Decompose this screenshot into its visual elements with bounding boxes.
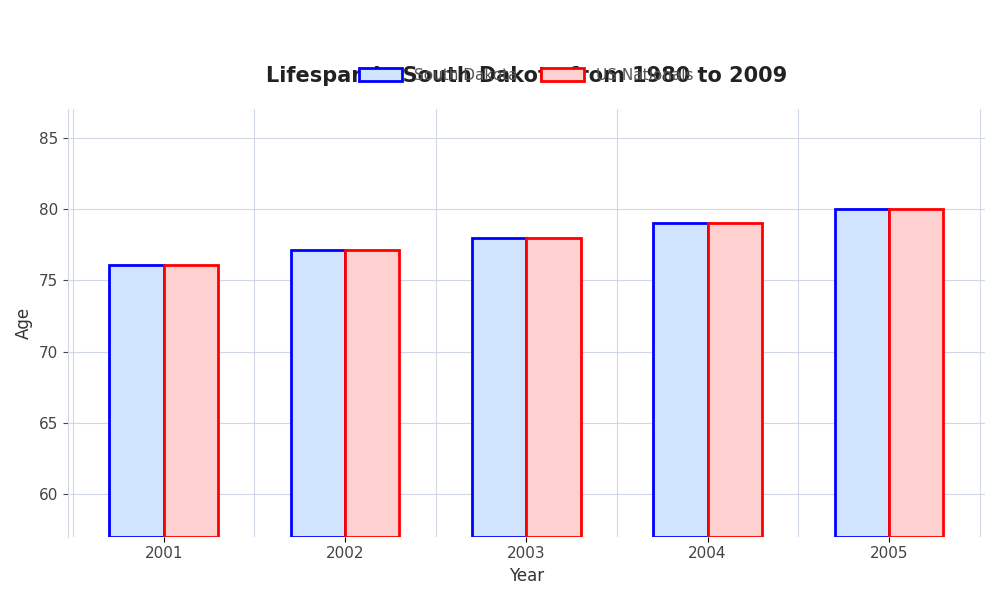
Bar: [835, 209, 889, 537]
Legend: South Dakota, US Nationals: South Dakota, US Nationals: [353, 62, 699, 89]
Bar: [345, 250, 399, 537]
Bar: [472, 238, 526, 537]
Bar: [526, 238, 581, 537]
Y-axis label: Age: Age: [15, 307, 33, 339]
Bar: [653, 223, 708, 537]
Bar: [164, 265, 218, 537]
Bar: [291, 250, 345, 537]
Bar: [708, 223, 762, 537]
X-axis label: Year: Year: [509, 567, 544, 585]
Bar: [109, 265, 164, 537]
Title: Lifespan in South Dakota from 1980 to 2009: Lifespan in South Dakota from 1980 to 20…: [266, 65, 787, 86]
Bar: [889, 209, 943, 537]
